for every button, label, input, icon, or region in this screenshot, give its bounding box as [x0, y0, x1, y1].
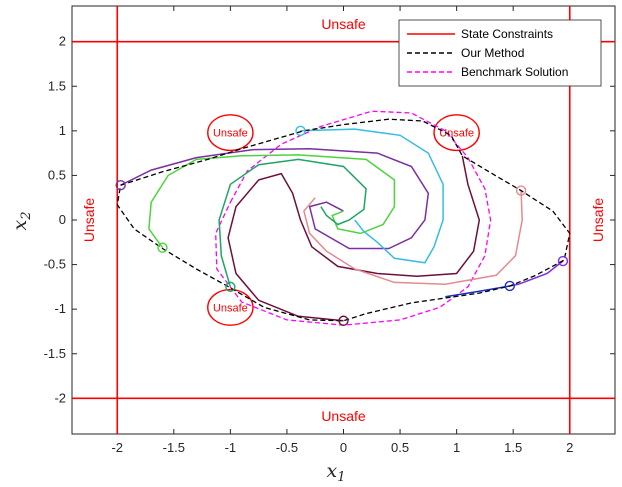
y-tick-label: 0 — [59, 212, 66, 227]
trajectory-start-marker — [225, 281, 236, 293]
y-tick-label: -1 — [54, 301, 66, 316]
trajectory-line — [300, 128, 444, 264]
x-tick-label: 2 — [566, 440, 573, 455]
trajectory-start-marker — [295, 125, 306, 137]
x-tick-label: 1 — [453, 440, 460, 455]
unsafe-label-top: Unsafe — [321, 16, 366, 32]
trajectory-start-marker — [338, 315, 349, 326]
trajectory-line — [227, 155, 481, 322]
x-tick-label: -2 — [111, 440, 123, 455]
y-ticks: -2 -1.5 -1 -0.5 0 0.5 1 1.5 2 — [44, 34, 615, 405]
x-axis-label-sub: 1 — [337, 470, 345, 485]
obstacles: Unsafe Unsafe Unsafe — [207, 114, 480, 326]
y-tick-label: 2 — [59, 34, 66, 49]
unsafe-label-left: Unsafe — [81, 198, 97, 243]
obstacle-label: Unsafe — [213, 302, 248, 314]
x-tick-label: -0.5 — [276, 440, 298, 455]
trajectories — [120, 128, 564, 322]
legend-label-our-method: Our Method — [461, 46, 524, 60]
trajectory-start-markers — [115, 125, 569, 326]
trajectory-line — [218, 158, 367, 288]
obstacle-circle — [207, 288, 254, 326]
trajectory-start-marker — [157, 242, 168, 253]
x-tick-label: 0 — [340, 440, 347, 455]
y-tick-label: -1.5 — [44, 346, 66, 361]
our-method-boundary — [116, 118, 571, 322]
obstacle-label: Unsafe — [439, 128, 474, 140]
unsafe-label-bottom: Unsafe — [321, 408, 366, 424]
y-tick-label: 0.5 — [48, 167, 66, 182]
trajectory-start-marker — [115, 180, 126, 191]
y-tick-label: -2 — [54, 390, 66, 405]
trajectory-line — [148, 154, 396, 249]
y-tick-label: -0.5 — [44, 257, 66, 272]
x-axis-label: x1 — [327, 460, 346, 485]
trajectory-start-marker — [515, 185, 527, 196]
obstacle-circle — [433, 114, 480, 152]
obstacle-circle — [207, 114, 254, 152]
y-tick-label: 1 — [59, 123, 66, 138]
y-axis-label-sub: 2 — [19, 212, 34, 221]
legend-label-state-constraints: State Constraints — [461, 27, 553, 41]
trajectory-start-marker — [504, 280, 515, 292]
x-tick-label: 0.5 — [391, 440, 409, 455]
trajectory-line — [445, 285, 510, 298]
trajectory-start-marker — [557, 255, 569, 267]
obstacle-label: Unsafe — [213, 128, 248, 140]
y-axis-label: x2 — [9, 212, 34, 231]
x-tick-label: -1.5 — [163, 440, 185, 455]
legend-label-benchmark: Benchmark Solution — [461, 65, 568, 79]
legend: State Constraints Our Method Benchmark S… — [398, 19, 602, 87]
x-ticks: -2 -1.5 -1 -0.5 0 0.5 1 1.5 2 — [111, 6, 573, 455]
trajectory-line — [303, 190, 523, 285]
y-tick-label: 1.5 — [48, 78, 66, 93]
benchmark-solution-boundary — [215, 110, 492, 326]
unsafe-labels: Unsafe Unsafe Unsafe Unsafe — [81, 16, 606, 424]
x-tick-label: -1 — [225, 440, 237, 455]
x-tick-label: 1.5 — [504, 440, 522, 455]
unsafe-label-right: Unsafe — [590, 198, 606, 243]
